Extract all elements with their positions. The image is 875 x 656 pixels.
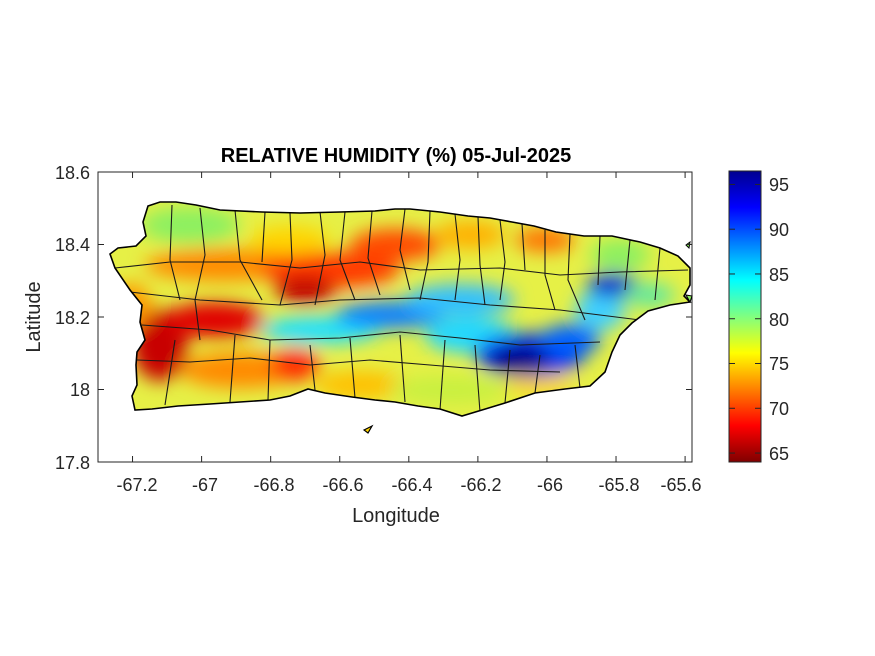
colorbar-tick-label: 65 (769, 444, 789, 464)
x-tick-label: -66.6 (322, 475, 363, 495)
y-tick-label: 18.2 (55, 308, 90, 328)
x-tick-label: -67.2 (116, 475, 157, 495)
colorbar-tick-label: 85 (769, 265, 789, 285)
colorbar-tick-label: 80 (769, 310, 789, 330)
y-tick-label: 17.8 (55, 453, 90, 473)
x-tick-label: -65.6 (660, 475, 701, 495)
municipality-boundaries (114, 204, 689, 413)
x-tick-label: -66.4 (391, 475, 432, 495)
x-tick-marks (132, 172, 686, 462)
humidity-field (110, 202, 690, 416)
colorbar-tick-marks (729, 183, 761, 454)
y-tick-label: 18 (70, 380, 90, 400)
heatmap-blobs (110, 207, 675, 404)
small-island (685, 294, 693, 304)
x-tick-label: -67 (192, 475, 218, 495)
x-tick-label: -65.8 (598, 475, 639, 495)
x-tick-label: -66.8 (253, 475, 294, 495)
y-tick-marks (98, 171, 692, 463)
colorbar-tick-label: 95 (769, 175, 789, 195)
x-axis-label: Longitude (352, 505, 440, 527)
colorbar-tick-label: 90 (769, 220, 789, 240)
colorbar-tick-label: 75 (769, 354, 789, 374)
y-tick-label: 18.6 (55, 163, 90, 183)
small-island (362, 424, 374, 434)
colorbar-tick-label: 70 (769, 399, 789, 419)
y-axis-label: Latitude (23, 281, 45, 352)
chart-title: RELATIVE HUMIDITY (%) 05-Jul-2025 (221, 145, 571, 167)
x-tick-label: -66 (537, 475, 563, 495)
x-tick-label: -66.2 (460, 475, 501, 495)
colorbar (728, 170, 762, 463)
y-tick-label: 18.4 (55, 235, 90, 255)
